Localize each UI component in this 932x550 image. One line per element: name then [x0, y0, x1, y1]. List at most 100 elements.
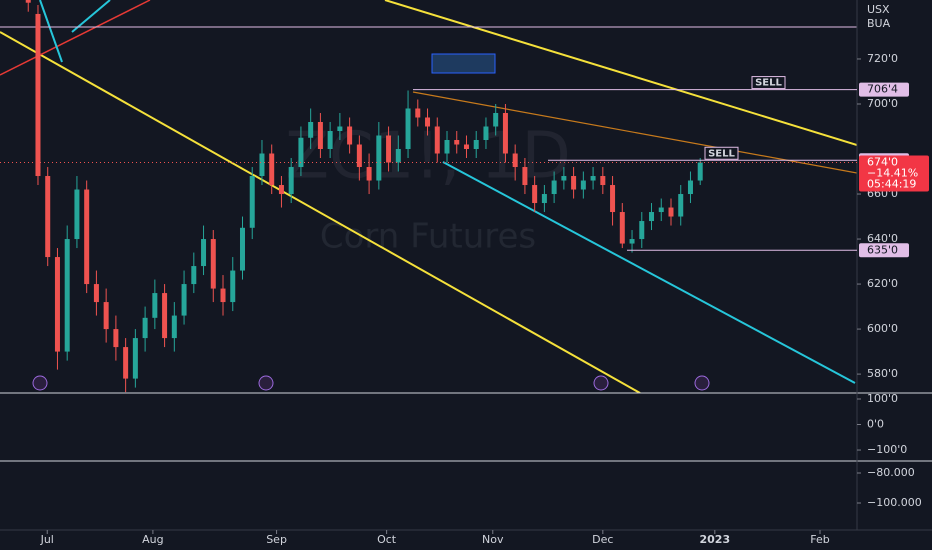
last-price-bg: [859, 155, 929, 192]
trend-line: [0, 0, 151, 76]
y-tick-label: −80.000: [867, 466, 915, 479]
candle-body: [522, 167, 528, 186]
event-icon[interactable]: [32, 375, 48, 391]
candles: [25, 0, 703, 393]
y-tick-label: 720'0: [867, 52, 898, 65]
arrow: [39, 0, 63, 63]
candle-body: [580, 180, 586, 190]
x-tick-label: Aug: [142, 533, 163, 546]
y-tick-label: 600'0: [867, 322, 898, 335]
candle-body: [220, 288, 226, 303]
candle-body: [434, 126, 440, 154]
candle-body: [162, 293, 168, 339]
candle-body: [123, 347, 129, 379]
candle-body: [93, 284, 99, 303]
watermark-subtitle: Corn Futures: [320, 217, 536, 257]
candle-body: [473, 140, 479, 150]
note-bg: [704, 146, 739, 160]
candle-body: [327, 131, 333, 150]
note-bg: [751, 76, 786, 90]
candle-body: [493, 112, 499, 127]
last-price-change: −14.41%: [867, 167, 918, 180]
candle-body: [386, 135, 392, 163]
candle-body: [337, 126, 343, 131]
candle-body: [25, 0, 31, 3]
candle-body: [483, 126, 489, 141]
candle-body: [629, 239, 635, 244]
event-icons: [32, 375, 710, 391]
candle-body: [35, 13, 41, 177]
candle-body: [317, 121, 323, 150]
note-label: SELL: [755, 78, 782, 89]
y-tick-label: 640'0: [867, 232, 898, 245]
candle-body: [84, 189, 90, 285]
candle-body: [678, 194, 684, 217]
unit: BUA: [867, 17, 891, 30]
candle-body: [230, 270, 236, 303]
event-icon[interactable]: [694, 375, 710, 391]
candle-body: [502, 112, 508, 154]
candle-body: [532, 185, 538, 204]
trend-line: [442, 161, 856, 384]
currency: USX: [867, 3, 890, 16]
candle-body: [171, 315, 177, 339]
note-label: SELL: [708, 148, 735, 159]
candle-body: [278, 185, 284, 195]
candle-body: [288, 167, 294, 195]
candle-body: [687, 180, 693, 195]
x-tick-label: Oct: [377, 533, 397, 546]
candle-body: [366, 167, 372, 181]
candle-body: [590, 176, 596, 181]
candle-body: [600, 176, 606, 186]
candle-body: [571, 176, 577, 190]
x-tick-label: Dec: [592, 533, 613, 546]
event-icon[interactable]: [258, 375, 274, 391]
candle-body: [619, 212, 625, 244]
y-tick-label: −100.000: [867, 496, 922, 509]
level-label-bg: [859, 243, 909, 258]
candle-body: [425, 117, 431, 127]
candle-body: [239, 227, 245, 271]
candle-body: [649, 212, 655, 222]
candle-body: [395, 149, 401, 163]
candle-body: [405, 108, 411, 150]
candle-body: [152, 293, 158, 318]
candle-body: [463, 144, 469, 150]
x-tick-label: Sep: [266, 533, 287, 546]
candle-body: [64, 239, 70, 352]
candle-body: [103, 302, 109, 330]
candle-body: [269, 153, 275, 186]
candle-body: [45, 176, 51, 258]
candle-body: [142, 317, 148, 339]
candle-body: [512, 153, 518, 168]
candle-body: [551, 180, 557, 195]
x-tick-label: Nov: [482, 533, 504, 546]
candle-body: [561, 176, 567, 181]
candle-body: [249, 176, 255, 228]
candle-body: [415, 108, 421, 118]
candle-body: [658, 207, 664, 213]
candle-body: [132, 338, 138, 379]
y-tick-label: 700'0: [867, 97, 898, 110]
y-tick-label: 100'0: [867, 392, 898, 405]
candle-body: [210, 239, 216, 289]
level-label: 706'4: [867, 83, 898, 96]
x-tick-label: 2023: [700, 533, 731, 546]
drawings: [0, 0, 857, 393]
x-tick-label: Jul: [40, 533, 54, 546]
candle-body: [356, 144, 362, 168]
y-tick-label: −100'0: [867, 443, 907, 456]
event-icon[interactable]: [593, 375, 609, 391]
candle-body: [639, 221, 645, 240]
candle-body: [191, 266, 197, 285]
last-price-countdown: 05:44:19: [867, 178, 916, 191]
candle-body: [54, 257, 60, 352]
trend-line: [384, 0, 857, 146]
y-tick-label: 620'0: [867, 277, 898, 290]
candle-body: [444, 140, 450, 154]
candle-body: [376, 135, 382, 181]
candle-body: [298, 137, 304, 168]
candle-body: [113, 329, 119, 348]
